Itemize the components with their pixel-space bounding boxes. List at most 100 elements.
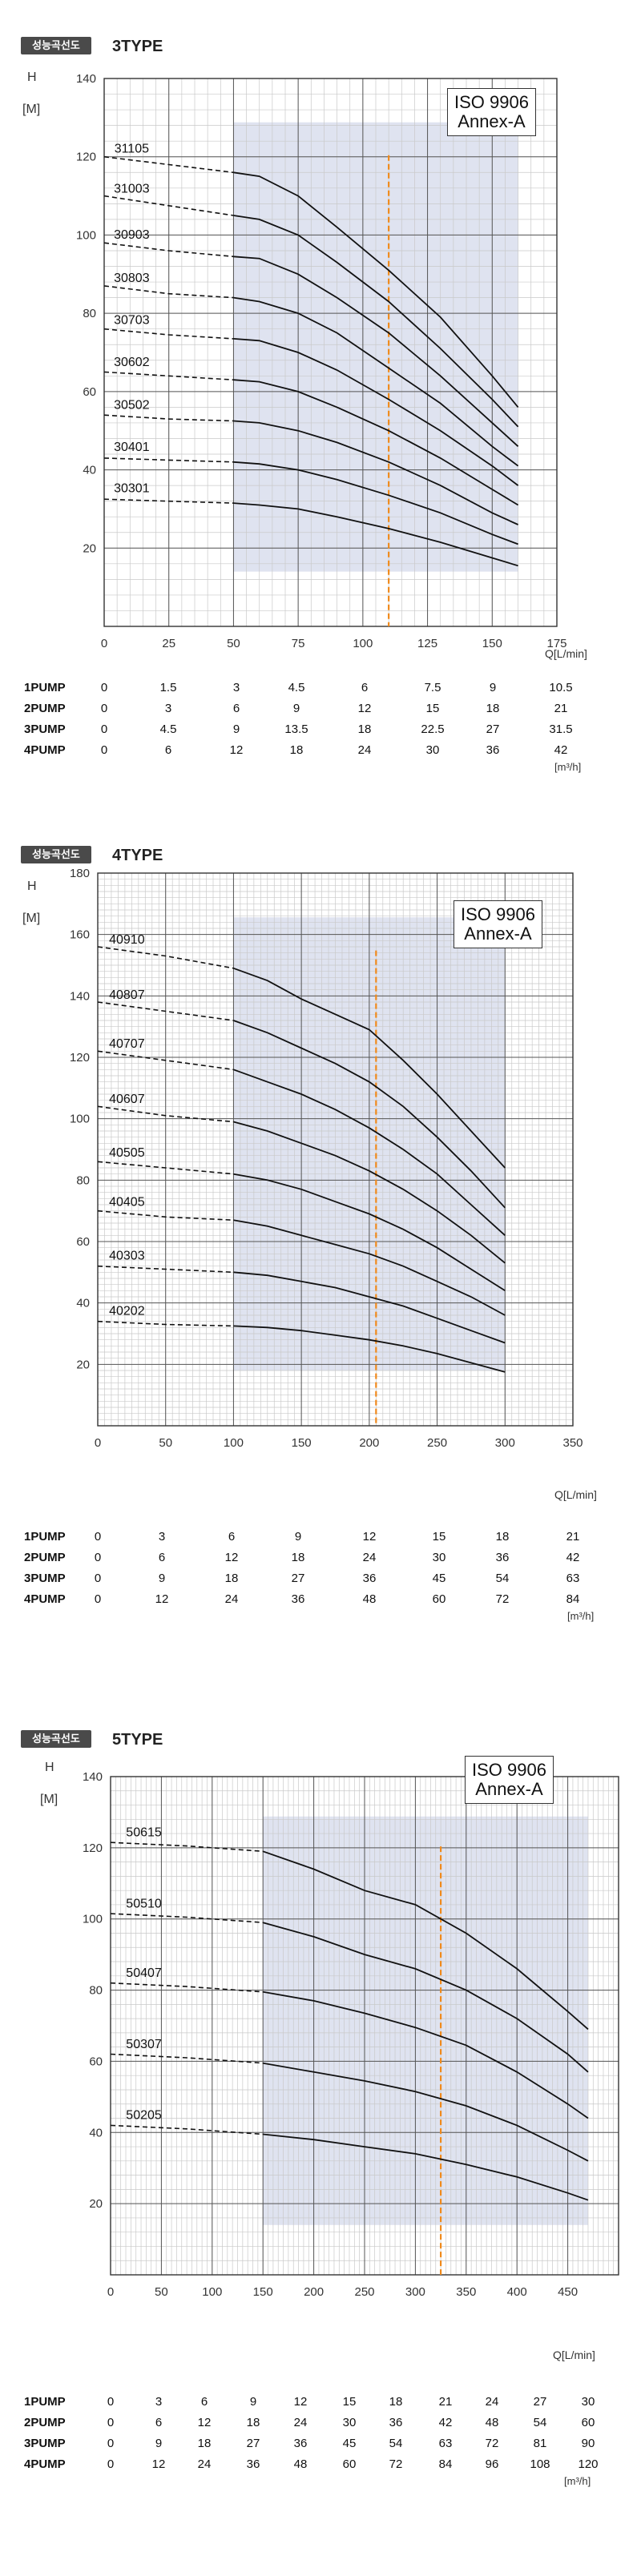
series-50615: 50615 xyxy=(110,1825,589,2031)
table-cell: 10.5 xyxy=(549,681,573,694)
table-cell: 18 xyxy=(486,702,500,715)
table-cell: 0 xyxy=(107,2437,115,2450)
curve-label: 40202 xyxy=(109,1305,145,1318)
table-cell: 9 xyxy=(489,681,497,694)
curve-dashed xyxy=(110,1913,264,1923)
x-axis-label: Q[L/min] xyxy=(553,2349,595,2361)
y-tick-label: 120 xyxy=(83,1841,103,1855)
table-unit: [m³/h] xyxy=(567,1610,595,1622)
y-tick-label: 160 xyxy=(70,928,90,942)
x-tick-label: 50 xyxy=(227,637,240,650)
y-tick-label: 80 xyxy=(83,307,96,320)
curve-solid xyxy=(233,1173,506,1292)
x-tick-label: 300 xyxy=(405,2285,425,2299)
y-tick-label: 60 xyxy=(76,1235,90,1249)
table-cell: 24 xyxy=(485,2395,499,2409)
table-cell: 6 xyxy=(228,1530,236,1544)
table-cell: 31.5 xyxy=(549,722,573,736)
table-row-label: 1PUMP xyxy=(24,681,66,694)
y-tick-label: 20 xyxy=(89,2197,103,2211)
curve-dashed xyxy=(103,457,234,463)
table-cell: 18 xyxy=(291,1551,305,1564)
table-cell: 18 xyxy=(224,1572,239,1585)
table-cell: 6 xyxy=(158,1551,166,1564)
series-30803: 30803 xyxy=(103,272,519,467)
table-cell: 0 xyxy=(100,722,108,736)
table-cell: 60 xyxy=(342,2457,357,2471)
chart-title: 4TYPE xyxy=(112,847,163,864)
y-axis-label: H xyxy=(27,70,37,84)
series-40303: 40303 xyxy=(97,1250,506,1344)
curve-label: 40405 xyxy=(109,1196,145,1210)
y-tick-label: 80 xyxy=(89,1984,103,1998)
curve-dashed xyxy=(103,155,234,174)
table-cell: 1.5 xyxy=(159,681,177,694)
y-axis-label: H xyxy=(27,879,37,893)
x-tick-label: 400 xyxy=(507,2285,527,2299)
y-axis-unit: [M] xyxy=(22,103,41,116)
curve-label: 40707 xyxy=(109,1037,145,1051)
y-tick-label: 20 xyxy=(76,1358,90,1371)
chart-plot: 0 25 50 75 100 125 150 175 20 40 60 80 100 120 140 3110… xyxy=(76,72,567,650)
table-cell: 3 xyxy=(232,681,240,694)
x-tick-label: 100 xyxy=(224,1436,244,1450)
x-tick-label: 450 xyxy=(558,2285,578,2299)
table-cell: 63 xyxy=(438,2437,453,2450)
table-unit: [m³/h] xyxy=(564,2475,591,2487)
curve-solid xyxy=(233,1020,506,1209)
y-tick-label: 40 xyxy=(83,464,96,477)
curve-label: 30301 xyxy=(114,481,150,495)
curve-label: 50205 xyxy=(126,2109,162,2123)
table-cell: 45 xyxy=(342,2437,357,2450)
iso-label: ISO 9906 Annex-A xyxy=(447,88,536,136)
series-40505: 40505 xyxy=(97,1146,506,1292)
table-row-label: 3PUMP xyxy=(24,722,66,736)
curve-dashed xyxy=(97,1320,234,1327)
table-cell: 108 xyxy=(530,2457,550,2471)
table-row-label: 1PUMP xyxy=(24,2395,66,2409)
curve-solid xyxy=(263,2133,589,2201)
table-unit: [m³/h] xyxy=(554,761,582,773)
table-row-label: 3PUMP xyxy=(24,2437,66,2450)
iso-label: ISO 9906 Annex-A xyxy=(465,1756,554,1804)
table-row-label: 4PUMP xyxy=(24,2457,66,2471)
table-cell: 0 xyxy=(107,2395,115,2409)
curve-solid xyxy=(233,171,519,408)
plot-frame xyxy=(103,78,558,627)
series-40405: 40405 xyxy=(97,1196,506,1316)
table-cell: 30 xyxy=(432,1551,446,1564)
table-cell: 24 xyxy=(197,2457,212,2471)
table-cell: 45 xyxy=(432,1572,446,1585)
curve-solid xyxy=(262,1850,589,2031)
x-tick-label: 250 xyxy=(354,2285,374,2299)
table-cell: 21 xyxy=(438,2395,453,2409)
table-cell: 72 xyxy=(485,2437,499,2450)
table-cell: 84 xyxy=(438,2457,453,2471)
table-cell: 6 xyxy=(200,2395,208,2409)
curve-dashed xyxy=(103,414,234,422)
table-cell: 9 xyxy=(294,1530,302,1544)
table-cell: 12 xyxy=(151,2457,166,2471)
table-cell: 0 xyxy=(94,1551,102,1564)
table-cell: 36 xyxy=(246,2457,260,2471)
table-cell: 18 xyxy=(289,743,304,757)
chart-badge: 성능곡선도 xyxy=(21,1730,91,1748)
y-tick-label: 20 xyxy=(83,541,96,555)
table-cell: 9 xyxy=(155,2437,163,2450)
curve-dashed xyxy=(97,1105,234,1123)
series-40910: 40910 xyxy=(97,933,506,1169)
table-cell: 18 xyxy=(389,2395,403,2409)
iso-label: ISO 9906 Annex-A xyxy=(454,900,542,948)
curve-dashed xyxy=(103,242,234,258)
curve-solid xyxy=(233,1219,506,1316)
table-row-label: 3PUMP xyxy=(24,1572,66,1585)
curve-dashed xyxy=(103,285,234,299)
series-50510: 50510 xyxy=(110,1897,589,2073)
chart-badge: 성능곡선도 xyxy=(21,37,91,54)
table-cell: 30 xyxy=(342,2416,357,2429)
table-cell: 15 xyxy=(342,2395,357,2409)
table-cell: 12 xyxy=(197,2416,212,2429)
curve-solid xyxy=(233,1069,506,1236)
table-cell: 36 xyxy=(389,2416,403,2429)
table-cell: 18 xyxy=(357,722,372,736)
